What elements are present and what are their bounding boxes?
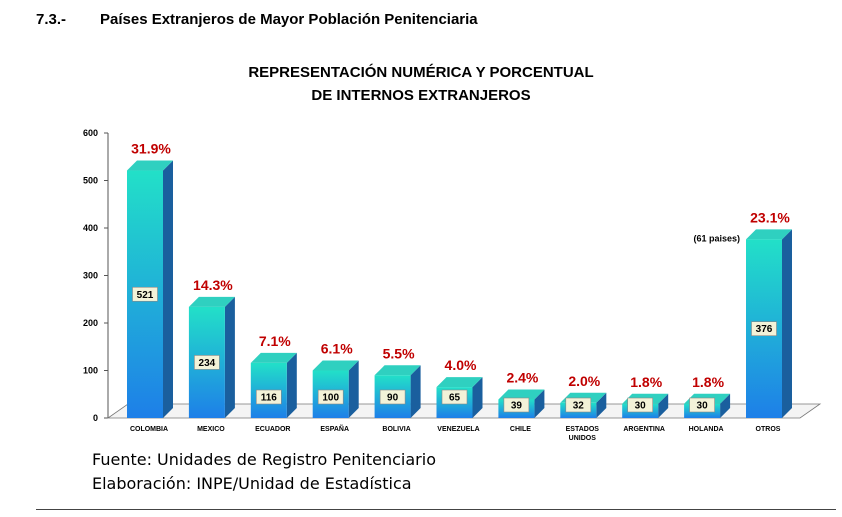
bar-side [472,377,483,418]
value-label: 100 [322,393,339,404]
percent-label: 31.9% [131,141,171,157]
section-number: 7.3.- [36,11,67,28]
percent-label: 1.8% [630,374,662,390]
x-tick-label: ECUADOR [255,426,290,433]
section-title: Países Extranjeros de Mayor Población Pe… [100,11,478,28]
bar-side [163,160,173,418]
bar-cap [127,160,173,171]
value-box [627,397,654,413]
bar-cap [436,377,483,388]
value-label: 376 [756,324,773,335]
x-tick-label: MEXICO [197,426,225,433]
percent-label: 6.1% [321,341,353,357]
value-label: 90 [387,393,399,404]
bottom-rule [36,509,836,510]
percent-label: 7.1% [259,333,291,349]
value-label: 39 [511,401,523,412]
value-label: 30 [635,401,647,412]
value-box [503,397,530,413]
bar-side [348,360,359,418]
value-box [255,389,282,405]
x-tick-label: HOLANDA [689,426,724,433]
value-box [317,389,344,405]
value-box [751,321,777,337]
y-tick-label: 600 [83,128,98,138]
value-box [441,389,468,405]
percent-label: 2.4% [506,369,538,385]
value-label: 116 [261,393,278,404]
x-tick-label: OTROS [756,426,781,433]
percent-label: 23.1% [750,209,790,225]
x-tick-label: BOLIVIA [382,426,410,433]
x-tick-label: ESPAÑA [320,424,349,433]
bar-cap [250,352,297,363]
y-tick-label: 400 [83,223,98,233]
bar-cap [312,360,359,371]
x-tick-label: CHILE [510,426,531,433]
bars: 521 31.9% COLOMBIA 234 14.3% MEXICO 116 7.1% ECU… [127,141,792,442]
bar-side [286,352,297,418]
bar-side [658,393,669,418]
source-note: Fuente: Unidades de Registro Penitenciar… [92,450,436,469]
x-tick-label: VENEZUELA [437,426,479,433]
bar-cap [498,389,545,400]
bar-cap [188,296,235,307]
value-label: 30 [697,401,709,412]
bar-cap [746,229,792,240]
value-box [379,389,406,405]
bar-side [410,365,421,418]
y-tick-label: 0 [93,413,98,423]
y-tick-label: 500 [83,176,98,186]
section-heading: 7.3.- Países Extranjeros de Mayor Poblaci… [36,11,478,28]
value-box [194,355,220,370]
value-box [565,397,592,413]
bar-side [720,393,731,418]
elaboration-note: Elaboración: INPE/Unidad de Estadística [92,474,412,493]
bar-side [782,229,792,418]
value-box [132,286,158,302]
x-tick-label: UNIDOS [569,435,597,442]
chart-title-line2: DE INTERNOS EXTRANJEROS [311,87,531,104]
x-tick-label: ARGENTINA [623,426,665,433]
bar-side [224,296,235,418]
percent-label: 14.3% [193,277,233,293]
bar-chart: 0 100 200 300 400 500 600 521 31.9% COLOMBIA 234 1… [83,128,822,442]
y-tick-label: 200 [83,318,98,328]
percent-label: 5.5% [383,345,415,361]
value-label: 32 [573,401,585,412]
percent-label: 1.8% [692,374,724,390]
y-tick-label: 300 [83,271,98,281]
annotation-label: (61 paises) [693,233,740,243]
bar-side [534,389,545,418]
chart-title-line1: REPRESENTACIÓN NUMÉRICA Y PORCENTUAL [248,64,594,81]
percent-label: 2.0% [568,373,600,389]
value-label: 65 [449,393,461,404]
x-tick-label: COLOMBIA [130,426,168,433]
bar-cap [374,365,421,376]
value-box [689,397,715,413]
x-tick-label: ESTADOS [566,426,600,433]
y-tick-label: 100 [83,366,98,376]
value-label: 234 [199,358,216,369]
value-label: 521 [137,290,154,301]
percent-label: 4.0% [445,357,477,373]
bar-side [596,392,607,418]
